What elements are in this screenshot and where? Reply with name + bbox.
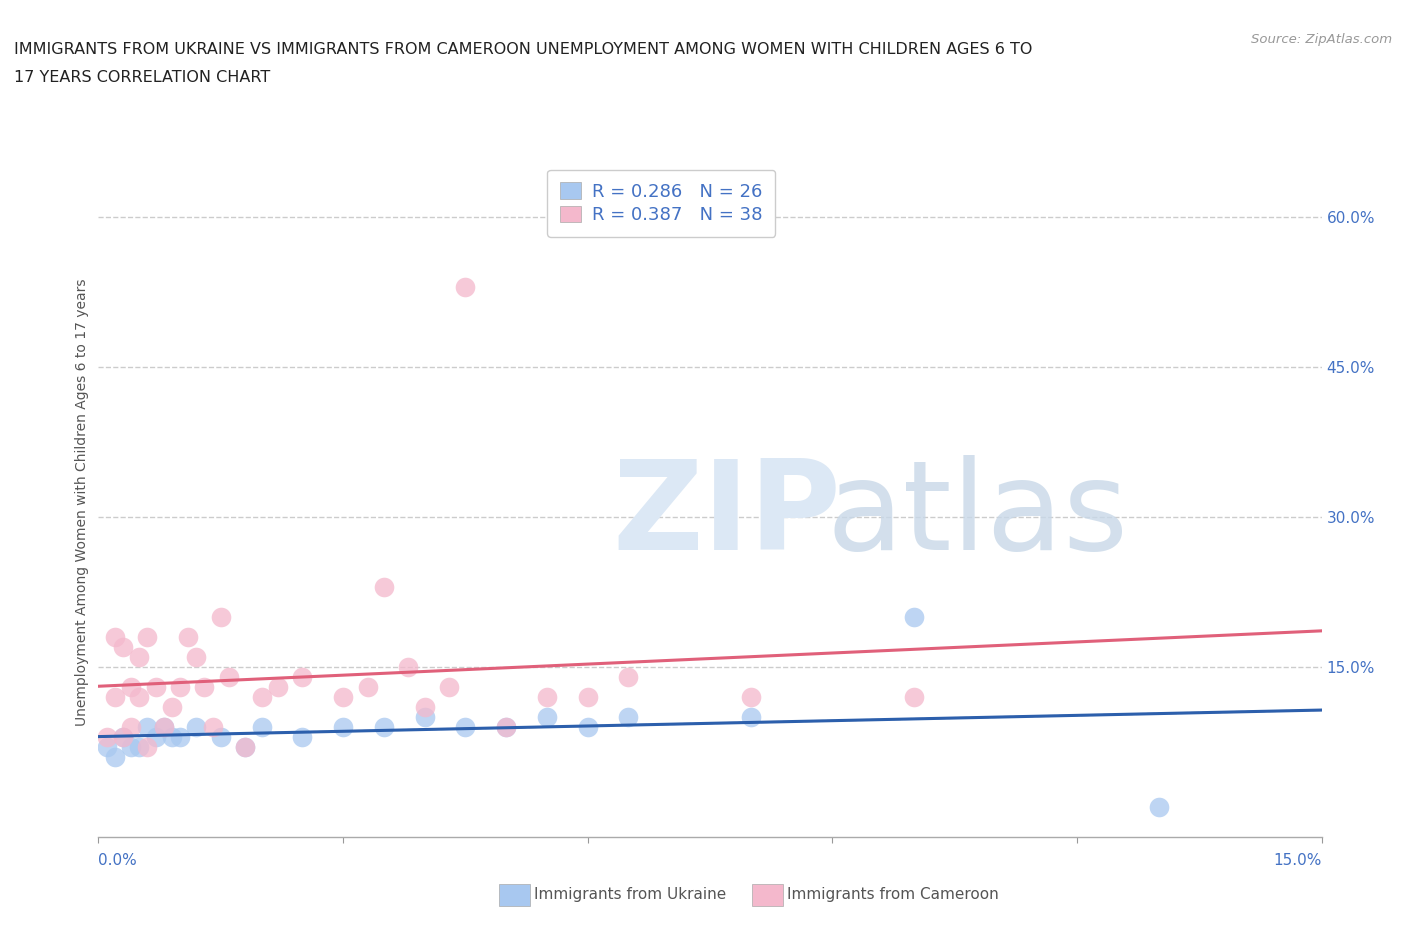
Point bbox=[536, 710, 558, 724]
Point bbox=[576, 720, 599, 735]
Point bbox=[495, 720, 517, 735]
Point bbox=[332, 690, 354, 705]
Y-axis label: Unemployment Among Women with Children Ages 6 to 17 years: Unemployment Among Women with Children A… bbox=[76, 278, 90, 726]
Point bbox=[413, 710, 436, 724]
Point bbox=[201, 720, 224, 735]
Text: atlas: atlas bbox=[827, 455, 1129, 576]
Point bbox=[233, 739, 256, 754]
Text: Immigrants from Ukraine: Immigrants from Ukraine bbox=[534, 887, 727, 902]
Point bbox=[96, 739, 118, 754]
Point bbox=[169, 680, 191, 695]
Point bbox=[128, 650, 150, 665]
Point bbox=[104, 630, 127, 644]
Point bbox=[111, 640, 134, 655]
Point bbox=[495, 720, 517, 735]
Point bbox=[373, 579, 395, 594]
Point bbox=[186, 720, 208, 735]
Point bbox=[617, 710, 640, 724]
Point bbox=[454, 280, 477, 295]
Point bbox=[903, 690, 925, 705]
Point bbox=[111, 730, 134, 745]
Point bbox=[111, 730, 134, 745]
Point bbox=[291, 670, 314, 684]
Point bbox=[233, 739, 256, 754]
Point bbox=[576, 690, 599, 705]
Point bbox=[193, 680, 215, 695]
Point bbox=[740, 690, 762, 705]
Point bbox=[267, 680, 290, 695]
Point bbox=[250, 690, 273, 705]
Point bbox=[128, 739, 150, 754]
Text: 15.0%: 15.0% bbox=[1274, 853, 1322, 868]
Point bbox=[160, 699, 183, 714]
Point bbox=[437, 680, 460, 695]
Point bbox=[291, 730, 314, 745]
Point bbox=[145, 680, 167, 695]
Point bbox=[536, 690, 558, 705]
Text: ZIP: ZIP bbox=[612, 455, 841, 576]
Point bbox=[209, 730, 232, 745]
Point bbox=[356, 680, 378, 695]
Point bbox=[218, 670, 240, 684]
Point bbox=[332, 720, 354, 735]
Text: IMMIGRANTS FROM UKRAINE VS IMMIGRANTS FROM CAMEROON UNEMPLOYMENT AMONG WOMEN WIT: IMMIGRANTS FROM UKRAINE VS IMMIGRANTS FR… bbox=[14, 42, 1032, 57]
Point bbox=[128, 690, 150, 705]
Point bbox=[250, 720, 273, 735]
Point bbox=[120, 680, 142, 695]
Point bbox=[413, 699, 436, 714]
Point bbox=[136, 739, 159, 754]
Point bbox=[209, 610, 232, 625]
Point bbox=[120, 739, 142, 754]
Point bbox=[1147, 800, 1170, 815]
Point bbox=[160, 730, 183, 745]
Point bbox=[136, 630, 159, 644]
Text: Immigrants from Cameroon: Immigrants from Cameroon bbox=[787, 887, 1000, 902]
Point bbox=[617, 670, 640, 684]
Point bbox=[152, 720, 174, 735]
Point bbox=[903, 610, 925, 625]
Point bbox=[454, 720, 477, 735]
Point bbox=[104, 690, 127, 705]
Point bbox=[177, 630, 200, 644]
Text: 0.0%: 0.0% bbox=[98, 853, 138, 868]
Point bbox=[120, 720, 142, 735]
Point bbox=[373, 720, 395, 735]
Text: 17 YEARS CORRELATION CHART: 17 YEARS CORRELATION CHART bbox=[14, 70, 270, 85]
Point bbox=[152, 720, 174, 735]
Point bbox=[145, 730, 167, 745]
Point bbox=[186, 650, 208, 665]
Point bbox=[396, 659, 419, 674]
Point bbox=[169, 730, 191, 745]
Point bbox=[740, 710, 762, 724]
Point bbox=[136, 720, 159, 735]
Text: Source: ZipAtlas.com: Source: ZipAtlas.com bbox=[1251, 33, 1392, 46]
Point bbox=[104, 750, 127, 764]
Legend: R = 0.286   N = 26, R = 0.387   N = 38: R = 0.286 N = 26, R = 0.387 N = 38 bbox=[547, 170, 775, 237]
Point bbox=[96, 730, 118, 745]
